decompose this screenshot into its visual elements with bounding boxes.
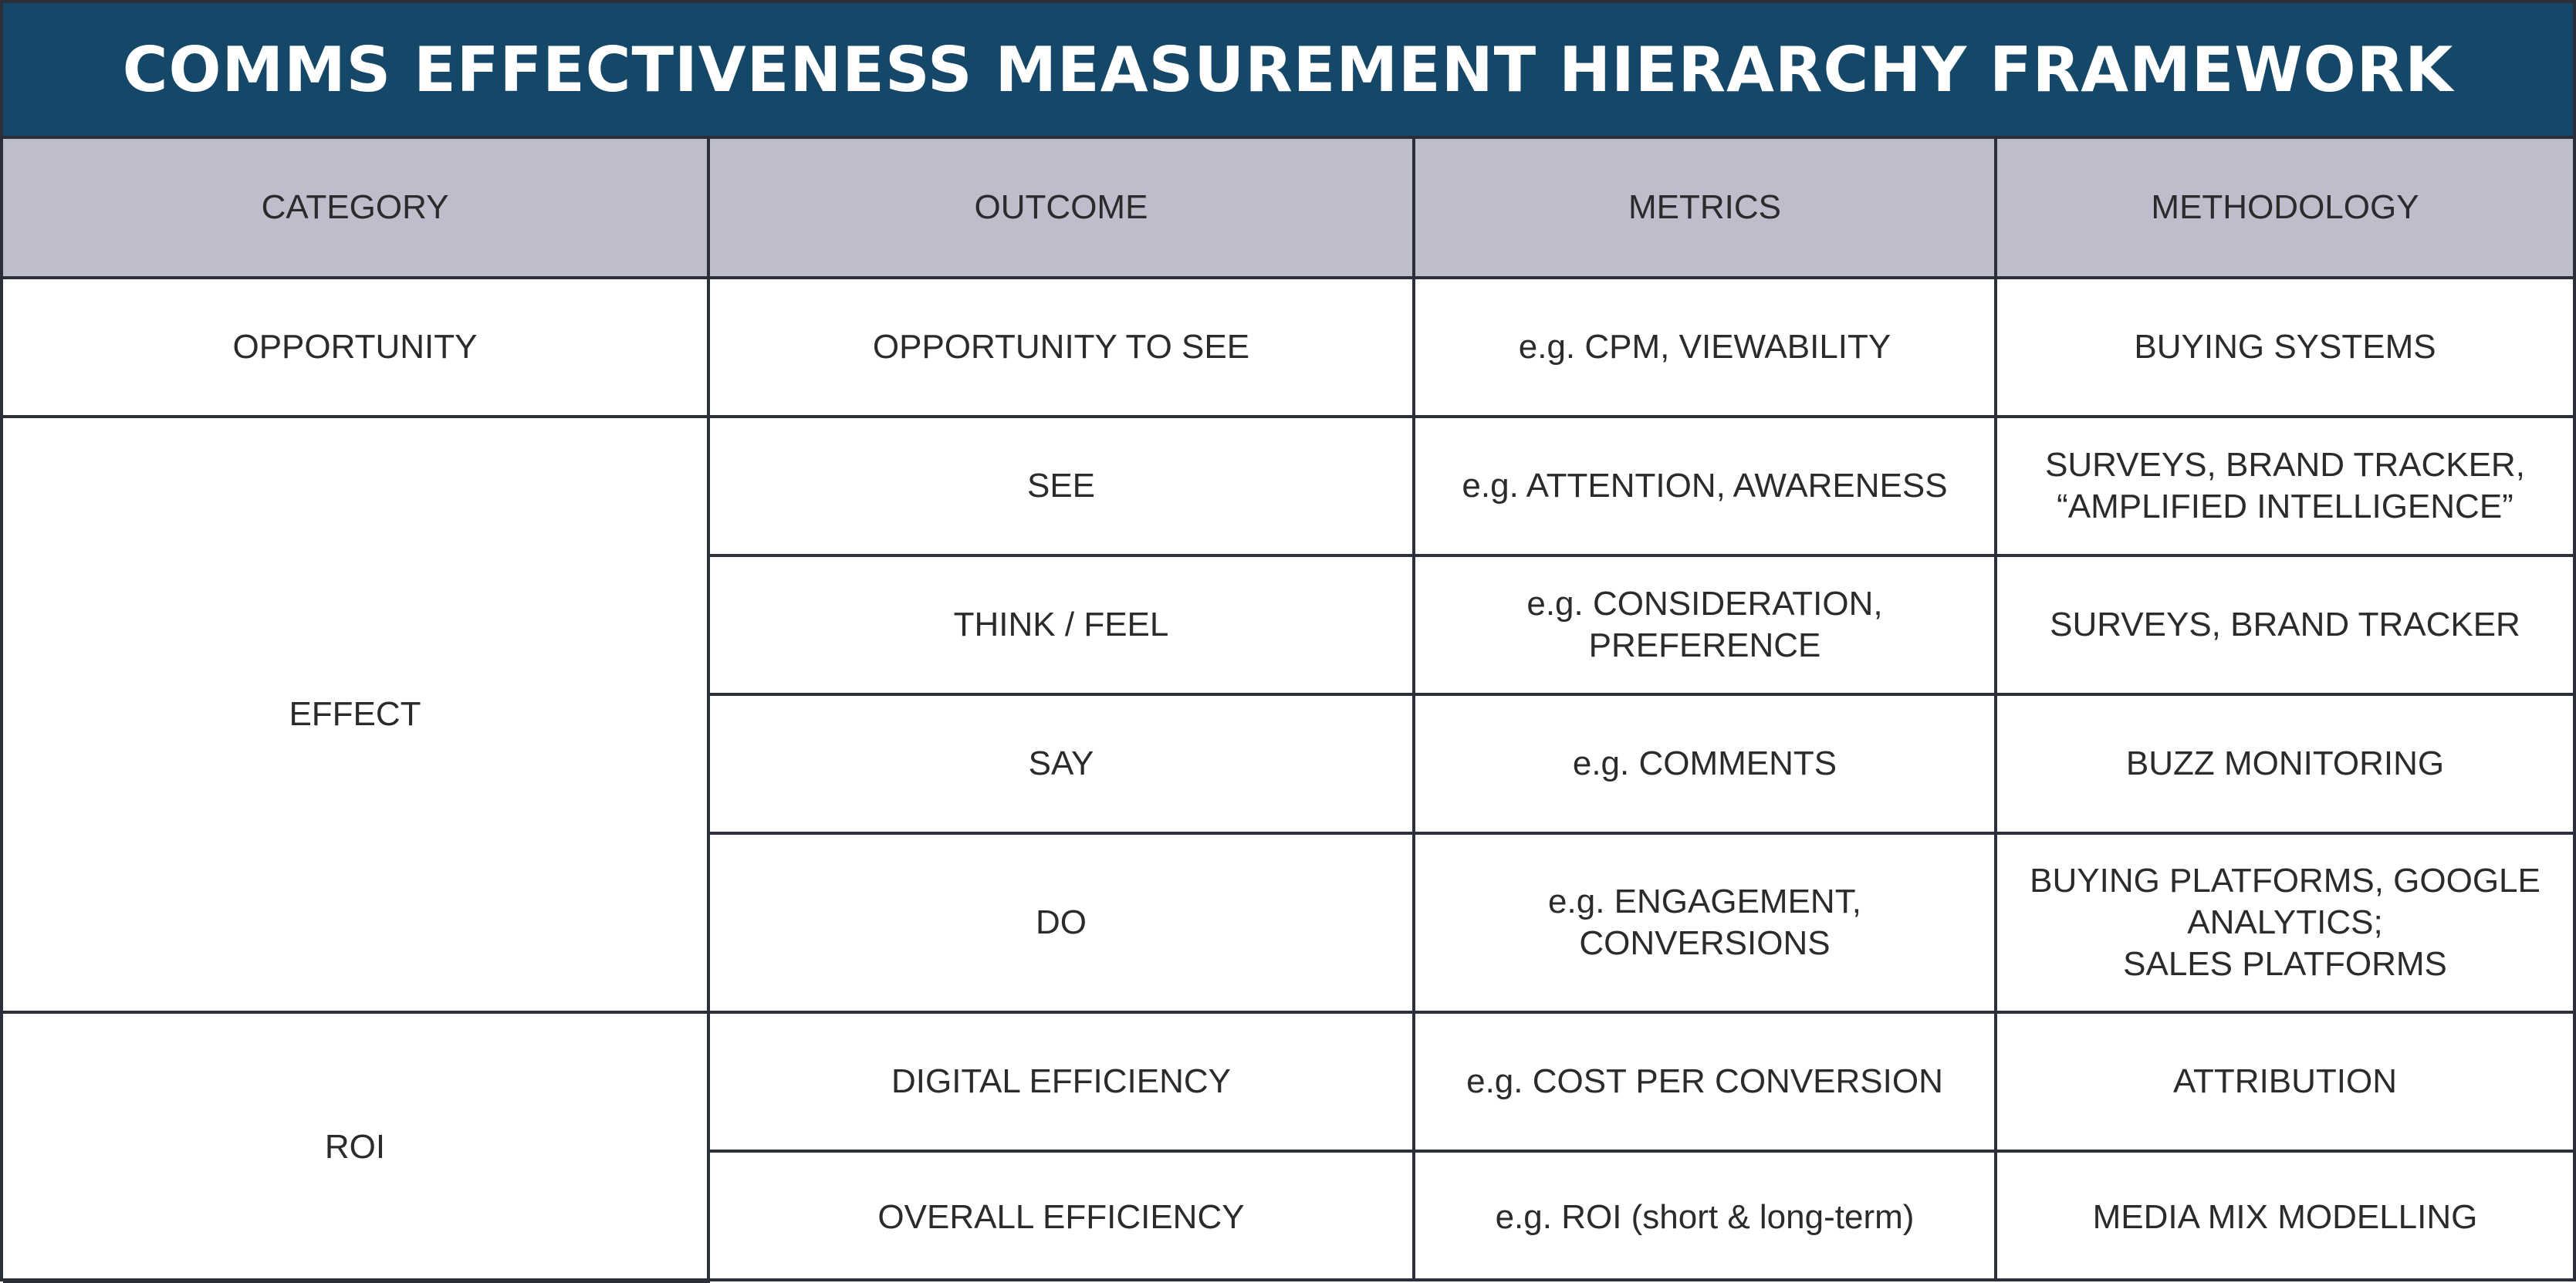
table-row: OVERALL EFFICIENCY e.g. ROI (short & lon…: [3, 1150, 2573, 1281]
category-cell-opportunity: OPPORTUNITY: [3, 276, 710, 418]
methodology-line: MEDIA MIX MODELLING: [2092, 1197, 2478, 1236]
page-title: COMMS EFFECTIVENESS MEASUREMENT HIERARCH…: [122, 33, 2454, 106]
metrics-cell: e.g. COMMENTS: [1412, 693, 1997, 835]
outcome-cell: DIGITAL EFFICIENCY: [707, 1011, 1415, 1153]
metrics-cell: e.g. CPM, VIEWABILITY: [1412, 276, 1997, 418]
methodology-cell: ATTRIBUTION: [1994, 1011, 2573, 1153]
category-cell-effect: EFFECT: [3, 415, 710, 1014]
methodology-line: SURVEYS, BRAND TRACKER,: [2045, 446, 2525, 484]
header-outcome: OUTCOME: [707, 139, 1415, 279]
methodology-line: BUYING SYSTEMS: [2134, 328, 2436, 366]
metrics-line: e.g. CONSIDERATION,: [1526, 585, 1883, 623]
table-row: SAY e.g. COMMENTS BUZZ MONITORING: [3, 693, 2573, 835]
methodology-cell: BUYING SYSTEMS: [1994, 276, 2573, 418]
metrics-line: e.g. CPM, VIEWABILITY: [1518, 328, 1891, 366]
methodology-cell: BUYING PLATFORMS, GOOGLE ANALYTICS; SALE…: [1994, 832, 2573, 1014]
outcome-cell: OVERALL EFFICIENCY: [707, 1150, 1415, 1281]
table-row: EFFECT SEE e.g. ATTENTION, AWARENESS SUR…: [3, 415, 2573, 1014]
metrics-line: CONVERSIONS: [1579, 924, 1831, 962]
methodology-cell: MEDIA MIX MODELLING: [1994, 1150, 2573, 1281]
table-row: OPPORTUNITY OPPORTUNITY TO SEE e.g. CPM,…: [3, 276, 2573, 418]
outcome-cell: SAY: [707, 693, 1415, 835]
metrics-cell: e.g. CONSIDERATION, PREFERENCE: [1412, 554, 1997, 696]
methodology-cell: SURVEYS, BRAND TRACKER, “AMPLIFIED INTEL…: [1994, 415, 2573, 557]
methodology-cell: SURVEYS, BRAND TRACKER: [1994, 554, 2573, 696]
metrics-line: e.g. ATTENTION, AWARENESS: [1462, 467, 1948, 505]
header-metrics: METRICS: [1412, 139, 1997, 279]
methodology-cell: BUZZ MONITORING: [1994, 693, 2573, 835]
metrics-line: e.g. COST PER CONVERSION: [1466, 1062, 1943, 1100]
outcome-cell: DO: [707, 832, 1415, 1014]
methodology-line: ANALYTICS;: [2187, 903, 2383, 941]
metrics-line: PREFERENCE: [1588, 626, 1821, 664]
outcome-cell: THINK / FEEL: [707, 554, 1415, 696]
title-bar: COMMS EFFECTIVENESS MEASUREMENT HIERARCH…: [3, 3, 2573, 139]
header-category: CATEGORY: [3, 139, 710, 279]
metrics-cell: e.g. ROI (short & long-term): [1412, 1150, 1997, 1281]
metrics-line: e.g. ENGAGEMENT,: [1548, 883, 1861, 920]
metrics-cell: e.g. ATTENTION, AWARENESS: [1412, 415, 1997, 557]
framework-table: CATEGORY OUTCOME METRICS METHODOLOGY OPP…: [3, 139, 2573, 1283]
metrics-cell: e.g. COST PER CONVERSION: [1412, 1011, 1997, 1153]
methodology-line: “AMPLIFIED INTELLIGENCE”: [2057, 488, 2513, 525]
metrics-cell: e.g. ENGAGEMENT, CONVERSIONS: [1412, 832, 1997, 1014]
methodology-line: BUZZ MONITORING: [2125, 744, 2445, 782]
outcome-cell: OPPORTUNITY TO SEE: [707, 276, 1415, 418]
table-row: ROI DIGITAL EFFICIENCY e.g. COST PER CON…: [3, 1011, 2573, 1283]
table-row: DO e.g. ENGAGEMENT, CONVERSIONS BUYING P…: [3, 832, 2573, 1014]
methodology-line: SALES PLATFORMS: [2123, 945, 2447, 983]
methodology-line: ATTRIBUTION: [2172, 1062, 2398, 1100]
methodology-line: SURVEYS, BRAND TRACKER: [2050, 606, 2520, 643]
header-row: CATEGORY OUTCOME METRICS METHODOLOGY: [3, 139, 2573, 279]
metrics-line: e.g. ROI (short & long-term): [1495, 1197, 1915, 1236]
metrics-line: e.g. COMMENTS: [1572, 744, 1837, 782]
table-row: THINK / FEEL e.g. CONSIDERATION, PREFERE…: [3, 554, 2573, 696]
category-cell-roi: ROI: [3, 1011, 710, 1283]
header-methodology: METHODOLOGY: [1994, 139, 2573, 279]
methodology-line: BUYING PLATFORMS, GOOGLE: [2030, 862, 2541, 900]
outcome-cell: SEE: [707, 415, 1415, 557]
